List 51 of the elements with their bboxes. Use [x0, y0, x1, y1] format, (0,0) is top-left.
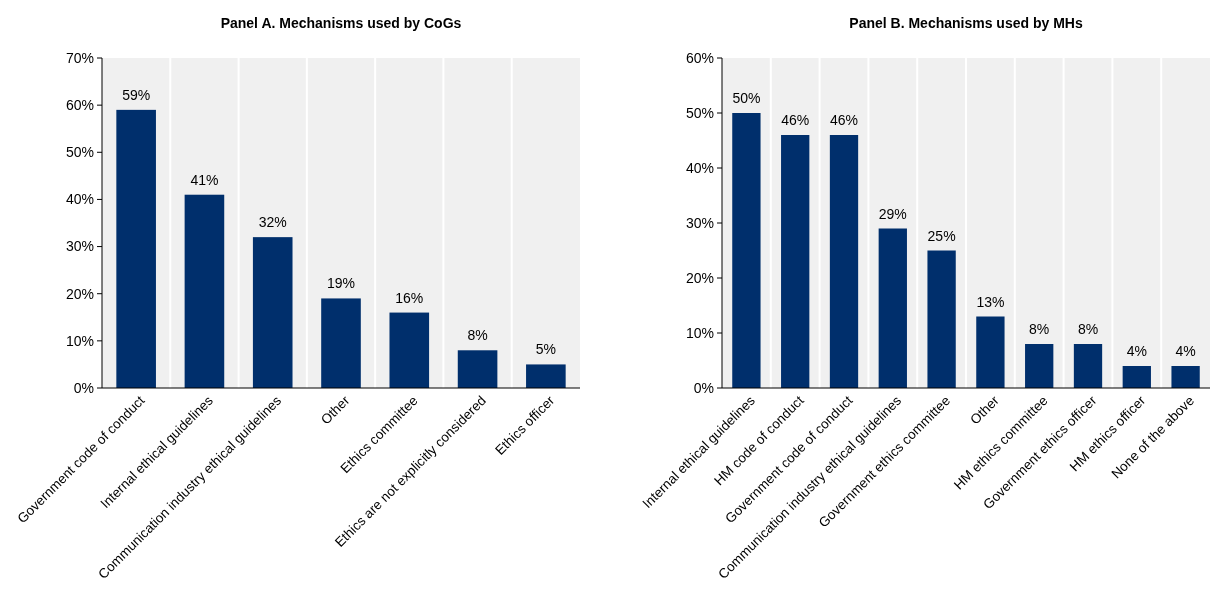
bar — [116, 109, 156, 388]
y-tick-label: 40% — [685, 159, 714, 176]
y-tick-label: 70% — [65, 49, 94, 66]
bar — [1171, 366, 1200, 388]
data-label: 4% — [1175, 343, 1196, 359]
y-tick-label: 10% — [685, 324, 714, 341]
data-label: 13% — [976, 293, 1005, 310]
data-label: 46% — [829, 112, 859, 128]
chart-title: Panel A. Mechanisms used by CoGs — [220, 15, 462, 31]
bar — [976, 316, 1005, 388]
bar — [389, 312, 430, 388]
bar — [732, 113, 761, 388]
bar — [927, 250, 956, 388]
y-tick-label: 60% — [65, 97, 94, 114]
y-tick-label: 50% — [65, 144, 94, 161]
y-tick-label: 50% — [685, 104, 714, 121]
bar — [1122, 366, 1151, 388]
y-tick-label: 10% — [65, 332, 94, 349]
bar — [878, 228, 907, 388]
data-label: 4% — [1126, 343, 1147, 359]
bar — [829, 135, 859, 388]
bar — [781, 135, 810, 388]
data-label: 25% — [927, 227, 956, 244]
data-label: 41% — [190, 171, 219, 188]
y-tick-label: 60% — [685, 49, 714, 66]
data-label: 8% — [1077, 321, 1099, 337]
bar — [321, 298, 361, 388]
bar — [252, 237, 293, 388]
data-label: 32% — [258, 214, 287, 231]
y-tick-label: 40% — [65, 191, 94, 208]
bar — [526, 364, 566, 388]
chart-title: Panel B. Mechanisms used by MHs — [849, 15, 1083, 31]
y-tick-label: 0% — [693, 379, 714, 396]
bar — [1073, 344, 1103, 388]
data-label: 8% — [1029, 321, 1050, 337]
y-tick-label: 20% — [685, 269, 714, 286]
data-label: 16% — [395, 289, 424, 306]
data-label: 46% — [781, 112, 810, 128]
y-tick-label: 20% — [65, 285, 94, 302]
data-label: 29% — [878, 205, 907, 222]
data-label: 19% — [326, 275, 356, 292]
y-tick-label: 30% — [65, 238, 94, 255]
y-tick-label: 0% — [73, 379, 94, 396]
bar — [457, 350, 498, 388]
data-label: 50% — [732, 90, 761, 106]
bar — [184, 194, 225, 388]
y-tick-label: 30% — [685, 214, 714, 231]
bar — [1025, 344, 1054, 388]
data-label: 8% — [467, 327, 488, 344]
data-label: 59% — [122, 86, 151, 103]
data-label: 5% — [535, 341, 556, 358]
